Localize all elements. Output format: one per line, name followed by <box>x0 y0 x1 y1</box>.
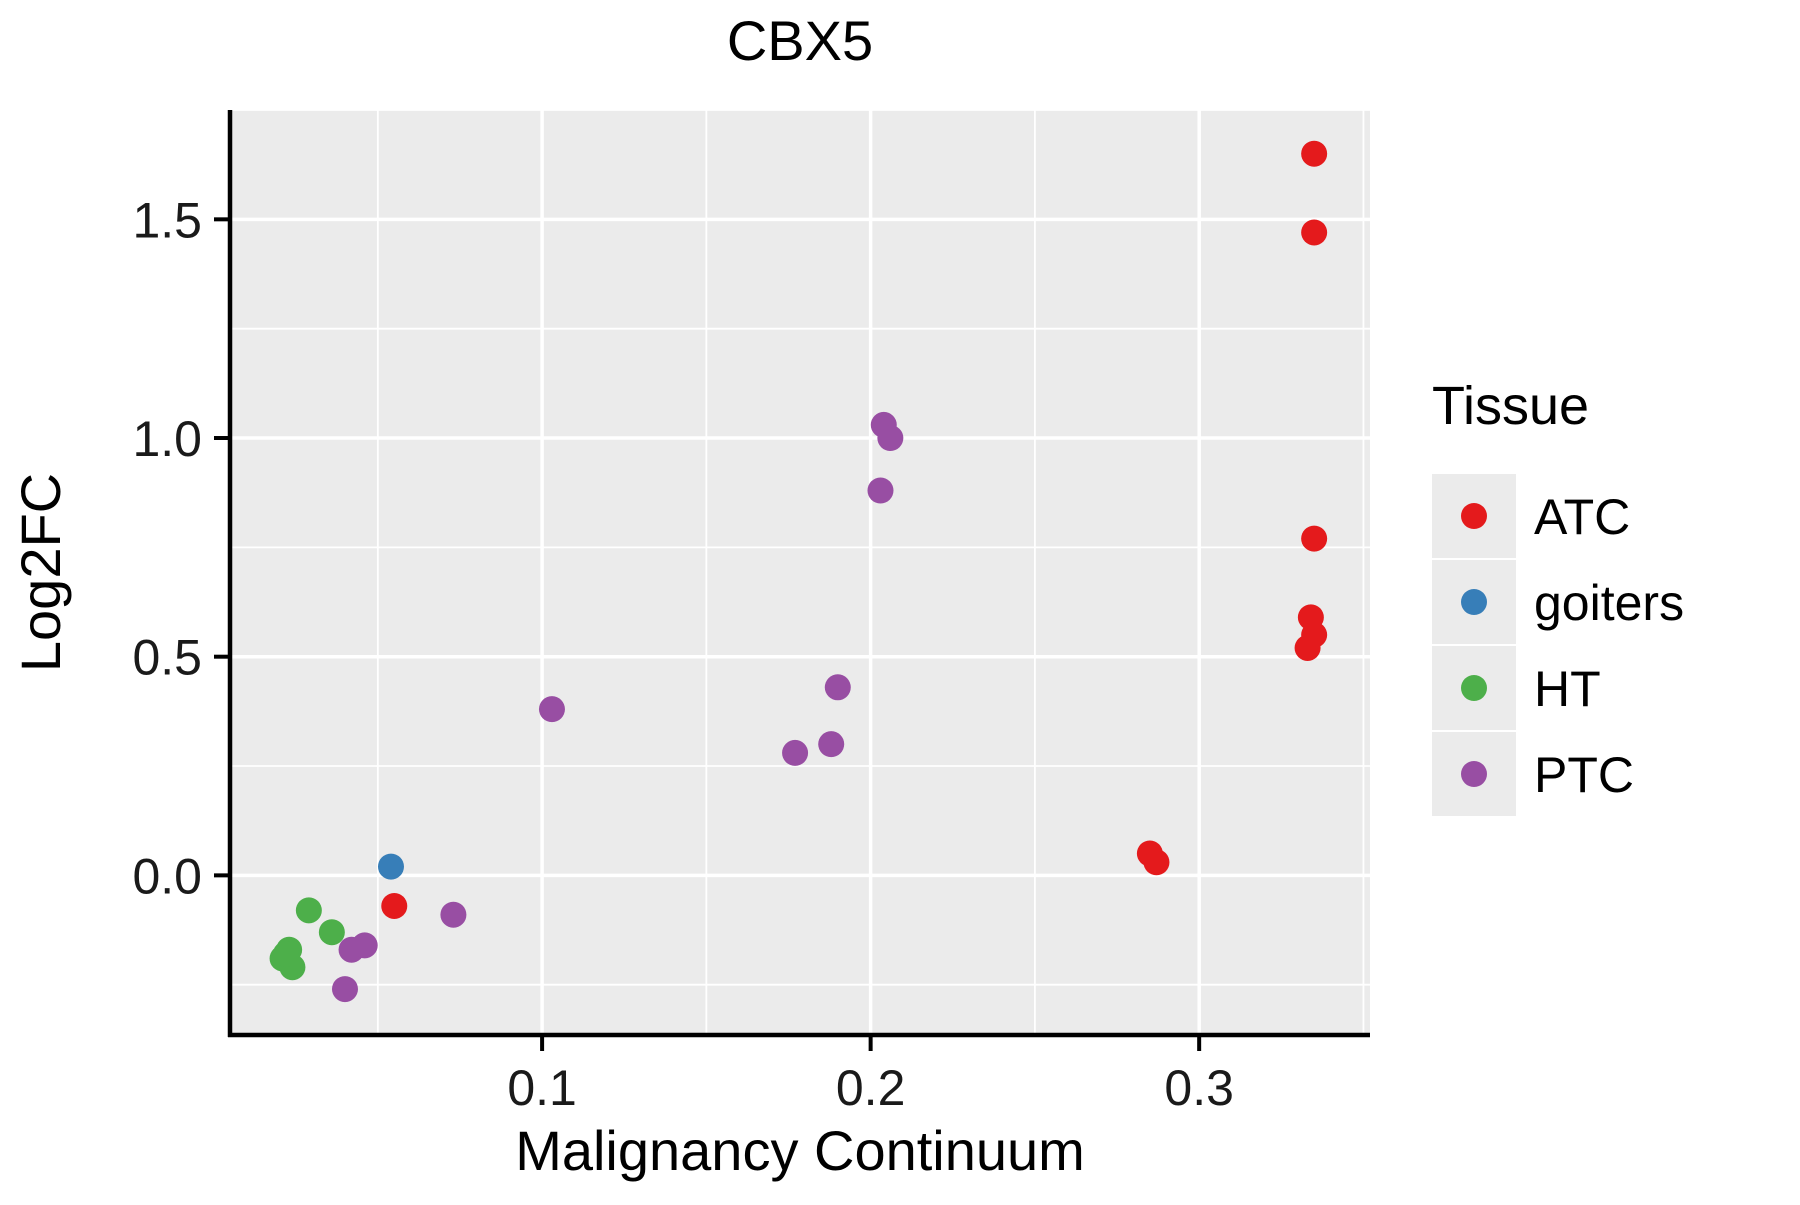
data-point-ATC <box>1294 634 1321 661</box>
data-point-ATC <box>1301 219 1328 246</box>
data-point-PTC <box>331 976 358 1003</box>
data-point-HT <box>295 897 322 924</box>
axis-ticks <box>214 217 1202 1051</box>
x-tick-label: 0.3 <box>1164 1060 1234 1116</box>
x-tick-label: 0.1 <box>507 1060 577 1116</box>
data-point-PTC <box>538 696 565 723</box>
x-tick-label: 0.2 <box>836 1060 906 1116</box>
legend-dot-goiters <box>1461 589 1487 615</box>
chart-title: CBX5 <box>727 9 873 72</box>
y-tick-label: 0.5 <box>132 630 202 686</box>
y-tick-label: 0.0 <box>132 848 202 904</box>
legend-items: ATC goiters HT PTC <box>1432 474 1684 816</box>
data-point-PTC <box>824 674 851 701</box>
major-gridlines <box>230 110 1370 1035</box>
minor-gridlines <box>230 109 1370 1035</box>
legend-item-label: goiters <box>1534 575 1684 631</box>
data-point-PTC <box>782 739 809 766</box>
y-tick-label: 1.5 <box>132 192 202 248</box>
data-point-PTC <box>440 901 467 928</box>
data-point-HT <box>318 919 345 946</box>
y-axis-label: Log2FC <box>9 473 72 672</box>
data-point-goiters <box>377 853 404 880</box>
data-point-PTC <box>867 477 894 504</box>
legend-title: Tissue <box>1432 376 1589 436</box>
data-point-HT <box>272 941 299 968</box>
plot-panel <box>230 110 1370 1035</box>
data-point-ATC <box>1301 525 1328 552</box>
data-point-PTC <box>351 932 378 959</box>
data-point-PTC <box>818 731 845 758</box>
data-point-ATC <box>381 892 408 919</box>
data-point-ATC <box>1301 140 1328 167</box>
legend-dot-HT <box>1461 675 1487 701</box>
legend-dot-ATC <box>1461 503 1487 529</box>
legend: Tissue ATC goiters HT PTC <box>1432 376 1684 816</box>
data-point-ATC <box>1143 849 1170 876</box>
axis-tick-labels: 0.1 0.2 0.3 0.0 0.5 1.0 1.5 <box>132 192 1233 1116</box>
legend-item-label: ATC <box>1534 489 1630 545</box>
legend-item-label: PTC <box>1534 747 1634 803</box>
legend-item-label: HT <box>1534 661 1601 717</box>
data-points <box>269 140 1328 1003</box>
x-axis-label: Malignancy Continuum <box>515 1119 1085 1182</box>
y-tick-label: 1.0 <box>132 411 202 467</box>
data-point-PTC <box>877 425 904 452</box>
legend-dot-PTC <box>1461 761 1487 787</box>
